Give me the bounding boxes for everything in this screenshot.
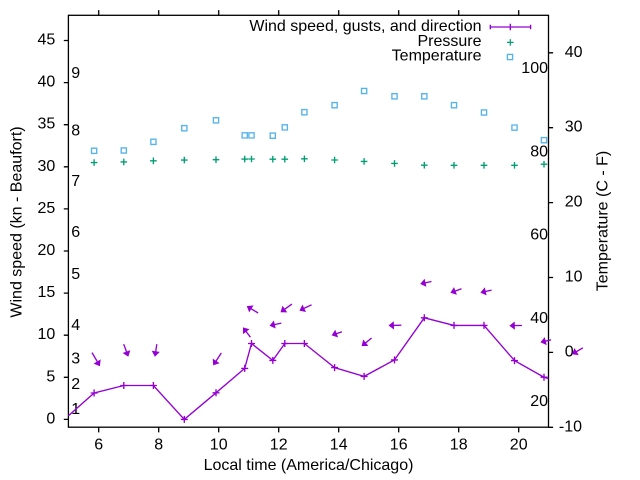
svg-text:40: 40: [530, 310, 548, 327]
svg-text:18: 18: [450, 437, 468, 454]
svg-text:10: 10: [38, 326, 56, 343]
svg-text:Temperature (C - F): Temperature (C - F): [595, 151, 612, 291]
svg-text:15: 15: [38, 284, 56, 301]
svg-text:40: 40: [565, 44, 583, 61]
svg-text:100: 100: [521, 60, 548, 77]
svg-text:40: 40: [38, 74, 56, 91]
svg-text:45: 45: [38, 32, 56, 49]
svg-text:8: 8: [71, 123, 80, 140]
svg-text:4: 4: [71, 317, 80, 334]
svg-text:20: 20: [565, 194, 583, 211]
svg-text:25: 25: [38, 200, 56, 217]
svg-text:20: 20: [38, 242, 56, 259]
svg-text:Wind speed, gusts, and directi: Wind speed, gusts, and direction: [249, 18, 481, 35]
svg-text:5: 5: [46, 368, 55, 385]
svg-text:9: 9: [71, 65, 80, 82]
svg-text:16: 16: [390, 437, 408, 454]
svg-text:Wind speed (kn - Beaufort): Wind speed (kn - Beaufort): [9, 126, 26, 317]
svg-text:35: 35: [38, 116, 56, 133]
svg-text:10: 10: [565, 269, 583, 286]
svg-text:20: 20: [530, 393, 548, 410]
svg-text:Local time (America/Chicago): Local time (America/Chicago): [204, 457, 414, 474]
svg-text:80: 80: [530, 143, 548, 160]
svg-text:3: 3: [71, 350, 80, 367]
svg-text:60: 60: [530, 227, 548, 244]
svg-text:0: 0: [565, 343, 574, 360]
svg-text:12: 12: [270, 437, 288, 454]
svg-text:30: 30: [565, 119, 583, 136]
svg-text:Pressure: Pressure: [417, 33, 481, 50]
svg-text:-10: -10: [559, 418, 582, 435]
svg-text:7: 7: [71, 173, 80, 190]
svg-text:5: 5: [71, 266, 80, 283]
svg-text:10: 10: [210, 437, 228, 454]
svg-text:20: 20: [510, 437, 528, 454]
svg-text:2: 2: [71, 376, 80, 393]
svg-text:8: 8: [154, 437, 163, 454]
svg-text:0: 0: [46, 410, 55, 427]
svg-text:6: 6: [71, 224, 80, 241]
svg-text:Temperature: Temperature: [392, 47, 482, 64]
svg-text:6: 6: [94, 437, 103, 454]
svg-text:14: 14: [330, 437, 348, 454]
svg-text:30: 30: [38, 158, 56, 175]
